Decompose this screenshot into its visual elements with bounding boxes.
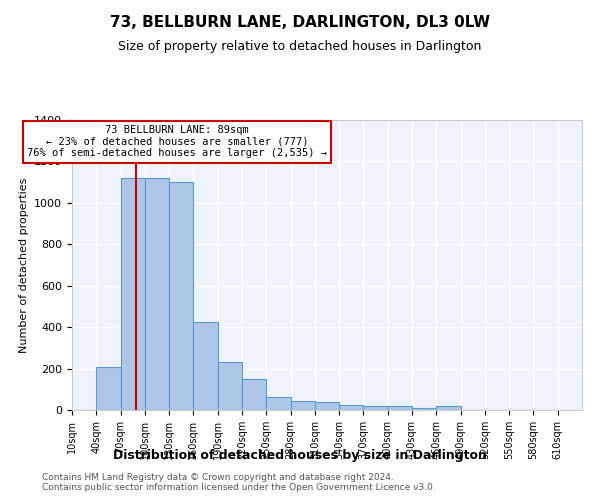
Bar	[169, 182, 193, 410]
Bar	[436, 406, 461, 410]
Text: Distribution of detached houses by size in Darlington: Distribution of detached houses by size …	[113, 448, 487, 462]
Bar	[339, 406, 364, 410]
Bar	[242, 380, 266, 410]
Bar	[290, 401, 315, 410]
Bar	[96, 367, 121, 410]
Bar	[218, 362, 242, 410]
Text: 73, BELLBURN LANE, DARLINGTON, DL3 0LW: 73, BELLBURN LANE, DARLINGTON, DL3 0LW	[110, 15, 490, 30]
Bar	[266, 397, 290, 410]
Text: Contains HM Land Registry data © Crown copyright and database right 2024.: Contains HM Land Registry data © Crown c…	[42, 473, 394, 482]
Bar	[388, 406, 412, 410]
Bar	[145, 178, 169, 410]
Bar	[412, 408, 436, 410]
Bar	[315, 402, 339, 410]
Bar	[193, 322, 218, 410]
Text: Contains public sector information licensed under the Open Government Licence v3: Contains public sector information licen…	[42, 483, 436, 492]
Bar	[364, 406, 388, 410]
Text: Size of property relative to detached houses in Darlington: Size of property relative to detached ho…	[118, 40, 482, 53]
Text: 73 BELLBURN LANE: 89sqm
← 23% of detached houses are smaller (777)
76% of semi-d: 73 BELLBURN LANE: 89sqm ← 23% of detache…	[27, 125, 327, 158]
Y-axis label: Number of detached properties: Number of detached properties	[19, 178, 29, 352]
Bar	[121, 178, 145, 410]
